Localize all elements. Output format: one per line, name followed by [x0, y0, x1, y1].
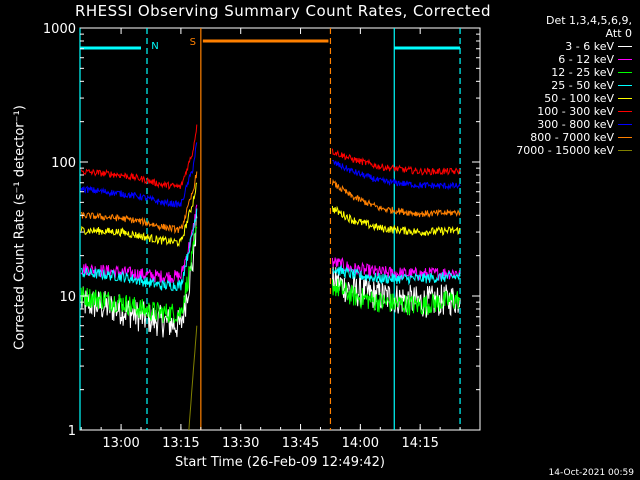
series-line-4-0 — [80, 182, 198, 248]
series-line-3-1 — [331, 264, 461, 286]
legend-item: 6 - 12 keV — [472, 53, 632, 66]
legend-item: 50 - 100 keV — [472, 92, 632, 105]
legend-swatch — [618, 98, 632, 99]
y-tick-label-3: 1000 — [43, 22, 76, 37]
series-line-3-0 — [80, 208, 198, 292]
flag-lines — [79, 28, 461, 430]
plot-area — [79, 27, 481, 431]
legend-swatch — [618, 137, 632, 138]
x-tick-label-5: 14:15 — [401, 436, 438, 451]
y-tick-label-0: 1 — [68, 424, 76, 439]
legend-item: 3 - 6 keV — [472, 40, 632, 53]
legend-label: 50 - 100 keV — [544, 92, 614, 105]
plot-frame — [79, 27, 481, 431]
legend-swatch — [618, 85, 632, 86]
legend-item: 7000 - 15000 keV — [472, 144, 632, 157]
series-line-2-0 — [80, 224, 198, 324]
legend-swatch — [618, 59, 632, 60]
x-tick-label-0: 13:00 — [102, 436, 139, 451]
x-axis-label: Start Time (26-Feb-09 12:49:42) — [175, 455, 385, 470]
legend-swatch — [618, 72, 632, 73]
x-tick-label-4: 14:00 — [342, 436, 379, 451]
y-tick-label-2: 100 — [51, 156, 76, 171]
flag-label-0: N — [151, 41, 158, 52]
series-line-6-1 — [332, 159, 461, 191]
chart-title: RHESSI Observing Summary Count Rates, Co… — [74, 2, 492, 20]
x-tick-label-2: 13:30 — [222, 436, 259, 451]
x-tick-label-3: 13:45 — [282, 436, 319, 451]
legend-label: 100 - 300 keV — [537, 105, 614, 118]
series-line-2-1 — [331, 278, 461, 316]
legend-label: 25 - 50 keV — [551, 79, 614, 92]
legend-swatch — [618, 150, 632, 151]
legend-swatch — [618, 111, 632, 112]
flag-label-1: S — [190, 37, 196, 48]
legend-label: 12 - 25 keV — [551, 66, 614, 79]
y-axis-label: Corrected Count Rate (s⁻¹ detector⁻¹) — [12, 105, 28, 350]
legend: Det 1,3,4,5,6,9, Att 0 3 - 6 keV 6 - 12 k… — [472, 14, 632, 157]
legend-item: 12 - 25 keV — [472, 66, 632, 79]
legend-item: 800 - 7000 keV — [472, 131, 632, 144]
series-line-5-1 — [331, 148, 461, 176]
series-line-0-1 — [331, 265, 461, 318]
legend-label: 7000 - 15000 keV — [516, 144, 614, 157]
series-line-5-0 — [80, 124, 198, 191]
x-tick-label-1: 13:15 — [162, 436, 199, 451]
legend-header-2: Att 0 — [605, 27, 632, 40]
y-tick-label-1: 10 — [59, 290, 76, 305]
series-lines — [80, 124, 461, 431]
legend-label: 800 - 7000 keV — [530, 131, 614, 144]
legend-label: 3 - 6 keV — [565, 40, 614, 53]
legend-item: 25 - 50 keV — [472, 79, 632, 92]
legend-item: 300 - 800 keV — [472, 118, 632, 131]
legend-label: 300 - 800 keV — [537, 118, 614, 131]
legend-item: 100 - 300 keV — [472, 105, 632, 118]
legend-swatch — [618, 124, 632, 125]
series-line-7-1 — [331, 178, 461, 218]
timestamp: 14-Oct-2021 00:59 — [548, 468, 634, 478]
series-line-8-0 — [188, 325, 198, 431]
legend-header-1: Det 1,3,4,5,6,9, — [545, 14, 632, 27]
legend-swatch — [618, 46, 632, 47]
legend-label: 6 - 12 keV — [558, 53, 614, 66]
series-line-7-0 — [80, 171, 198, 235]
series-line-6-0 — [80, 142, 198, 208]
series-line-4-1 — [331, 205, 461, 237]
